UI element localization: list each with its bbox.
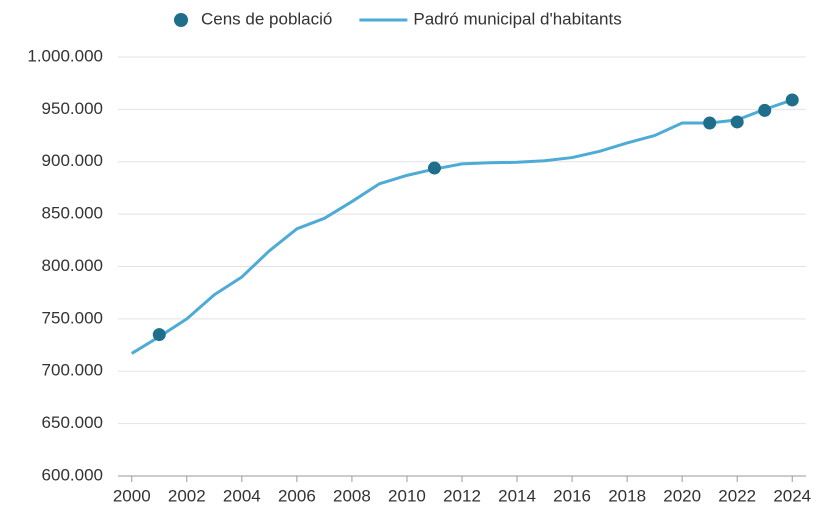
x-tick-label: 2004 (223, 486, 261, 505)
x-tick-label: 2010 (388, 486, 426, 505)
point (703, 116, 717, 130)
y-tick-label: 950.000 (42, 99, 103, 118)
y-tick-label: 700.000 (42, 361, 103, 380)
x-tick-label: 2008 (333, 486, 371, 505)
point (730, 115, 744, 129)
x-tick-label: 2024 (773, 486, 811, 505)
point (152, 328, 166, 342)
x-tick-label: 2022 (718, 486, 756, 505)
legend-label: Cens de població (201, 9, 332, 28)
y-tick-label: 800.000 (42, 256, 103, 275)
y-tick-label: 600.000 (42, 465, 103, 484)
y-tick-label: 1.000.000 (27, 46, 103, 65)
line (130, 98, 793, 355)
y-tick-label: 850.000 (42, 204, 103, 223)
y-tick-label: 750.000 (42, 308, 103, 327)
x-tick-label: 2020 (663, 486, 701, 505)
x-tick-label: 2016 (553, 486, 591, 505)
x-tick-label: 2014 (498, 486, 536, 505)
x-tick-label: 2006 (278, 486, 316, 505)
point (427, 161, 441, 175)
legend-marker (174, 13, 188, 27)
x-tick-label: 2002 (168, 486, 206, 505)
x-tick-label: 2018 (608, 486, 646, 505)
point (785, 93, 799, 107)
x-tick-label: 2000 (113, 486, 151, 505)
legend-label: Padró municipal d'habitants (413, 9, 621, 28)
y-tick-label: 900.000 (42, 151, 103, 170)
x-tick-label: 2012 (443, 486, 481, 505)
point (758, 103, 772, 117)
y-tick-label: 650.000 (42, 413, 103, 432)
